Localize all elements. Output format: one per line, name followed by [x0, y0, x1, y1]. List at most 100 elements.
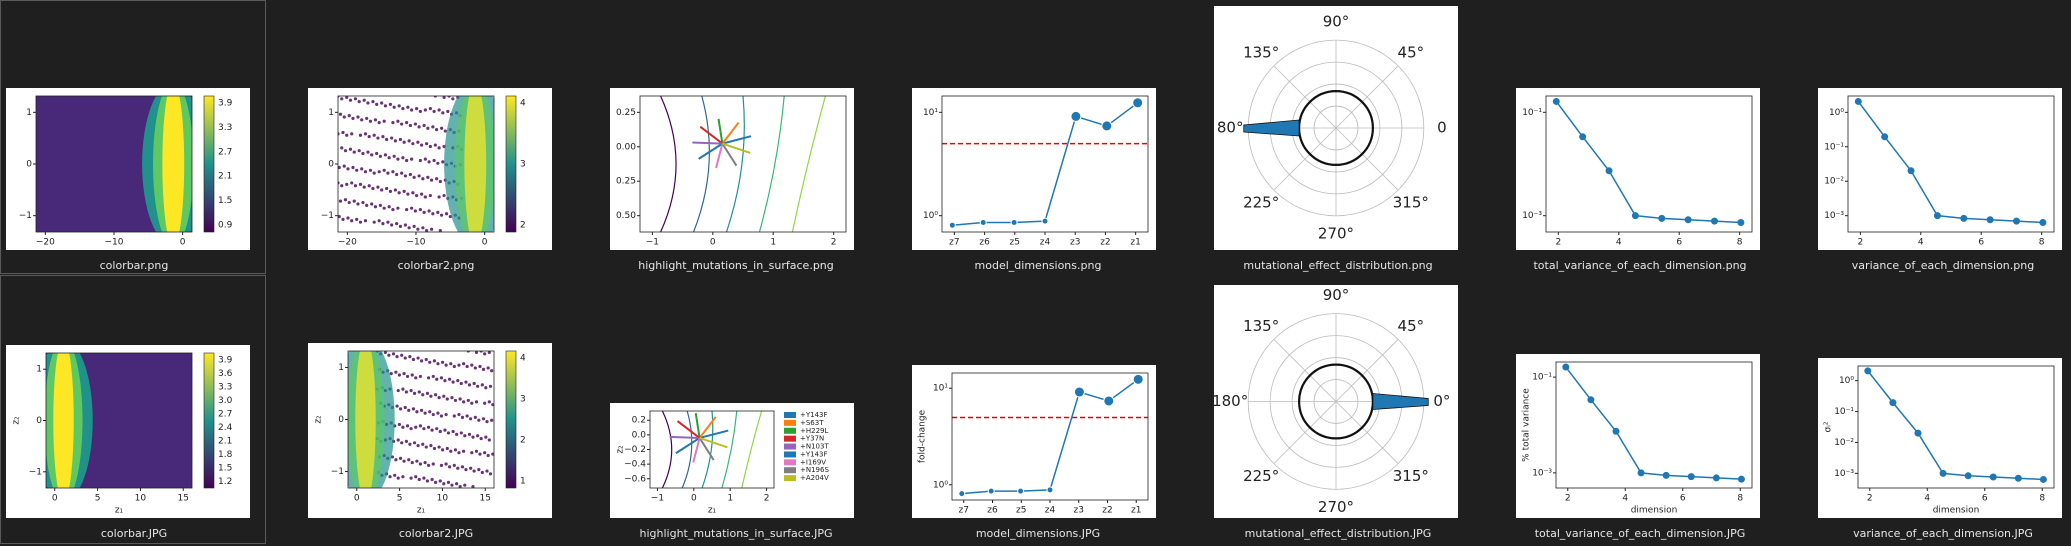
colorbar-label: 1.8 [218, 450, 233, 460]
scatter-dot [434, 177, 439, 181]
scatter-dot [474, 351, 479, 355]
scatter-dot [372, 133, 376, 137]
file-item[interactable]: total_variance_of_each_dimension.JPG 10⁻¹… [1516, 354, 1760, 540]
scatter-dot [368, 168, 373, 172]
scatter-dot [483, 451, 487, 455]
scatter-dot [462, 400, 466, 404]
file-item[interactable]: total_variance_of_each_dimension.png 10⁻¹… [1516, 88, 1760, 272]
scatter-dot [405, 121, 409, 125]
file-item[interactable]: colorbar2.png 1 0 −1 −20 −10 0 4 3 2 [308, 82, 552, 272]
scatter-dot [414, 425, 418, 429]
scatter-dot [463, 434, 467, 438]
file-name: variance_of_each_dimension.png [1852, 259, 2034, 272]
file-item[interactable]: mutational_effect_distribution.png 90° 45°… [1214, 6, 1458, 272]
x-tick-label: −10 [105, 238, 124, 248]
scatter-dot [397, 422, 401, 427]
scatter-dot [356, 202, 360, 206]
polar-histogram [1372, 393, 1429, 410]
scatter-dot [396, 438, 400, 442]
y-tick-label: 1 [328, 108, 334, 118]
scatter-dot [383, 351, 387, 355]
scatter-dot [442, 96, 446, 100]
scatter-dot [460, 415, 465, 419]
fold-point [987, 487, 995, 495]
scatter-dot [356, 115, 360, 119]
scatter-dot [423, 460, 427, 465]
scatter-dot [487, 400, 491, 404]
x-tick-label: 5 [397, 494, 403, 504]
file-item[interactable]: variance_of_each_dimension.png 10⁰ 10⁻¹ 10⁻… [1818, 88, 2062, 272]
file-item[interactable]: colorbar.png 1 0 −1 −20 −10 0 3.9 3.3 2.7 2.1 1.5 0.… [6, 82, 250, 272]
scatter-dot [415, 193, 419, 198]
scatter-dot [436, 411, 440, 415]
scatter-dot [372, 220, 376, 224]
scatter-dot [469, 417, 473, 421]
y-tick-label: 0 [328, 160, 334, 170]
scatter-dot [434, 128, 439, 132]
scatter-dot [434, 480, 438, 484]
polar-histogram [1243, 119, 1300, 137]
decay-point [1960, 214, 1968, 222]
decay-point [1631, 212, 1639, 220]
scatter-dot [403, 405, 407, 410]
scatter-dot [425, 142, 429, 146]
y-tick-label: −0.2 [624, 445, 646, 455]
scatter-dot [408, 172, 412, 177]
scatter-dot [430, 227, 434, 231]
polar-spoke [1335, 65, 1399, 129]
x-tick-label: −20 [338, 238, 357, 248]
contour-line [693, 96, 710, 232]
file-item[interactable]: model_dimensions.png 10¹ 10⁰ z7 z6 z5 z4 z3 z2 z1 [912, 88, 1156, 272]
scatter-dot [345, 133, 349, 137]
scatter-dot [346, 216, 350, 220]
file-name: colorbar2.png [398, 259, 475, 272]
scatter-dot [452, 364, 456, 369]
scatter-dot [358, 220, 363, 224]
scatter-dot [460, 465, 465, 469]
file-item[interactable]: highlight_mutations_in_surface.png 0.25 0.… [610, 88, 854, 272]
file-item[interactable]: mutational_effect_distribution.JPG 90° 45°… [1212, 285, 1458, 540]
scatter-dot [448, 377, 452, 381]
scatter-dot [474, 400, 479, 404]
x-tick-label: 4 [1616, 238, 1622, 248]
y-tick-label: 0.25 [616, 177, 636, 187]
scatter-dot [338, 214, 341, 219]
scatter-dot [456, 379, 460, 383]
scatter-dot [376, 136, 380, 140]
colorbar-label: 2.1 [218, 172, 232, 182]
mutation-arrow [669, 435, 700, 439]
scatter-dot [402, 189, 406, 193]
scatter-dot [394, 370, 398, 374]
legend-swatch [784, 467, 796, 474]
y-tick-label: 10¹ [923, 108, 938, 118]
scatter-dot [416, 356, 420, 360]
decay-point [1637, 469, 1645, 477]
x-tick-label: −10 [407, 238, 426, 248]
legend-label: +N103T [800, 443, 829, 451]
decay-point [2013, 217, 2021, 225]
scatter-dot [410, 157, 414, 161]
colorbar-label: 3 [520, 394, 526, 404]
y-tick-label: 0 [36, 416, 42, 426]
scatter-dot [385, 186, 389, 191]
scatter-dot [390, 223, 394, 227]
scatter-dot [396, 206, 400, 210]
scatter-dot [428, 107, 432, 111]
file-item[interactable]: variance_of_each_dimension.JPG 10⁰ 10⁻¹ 10⁻… [1818, 358, 2062, 540]
y-tick-label: 10⁻¹ [1522, 108, 1542, 118]
file-item[interactable]: highlight_mutations_in_surface.JPG 0.2 0.0… [610, 403, 854, 540]
scatter-dot [453, 448, 458, 452]
scatter-dot [387, 353, 391, 357]
scatter-dot [381, 135, 385, 139]
scatter-dot [402, 371, 406, 376]
scatter-dot [464, 380, 468, 384]
scatter-dot [472, 381, 476, 386]
y-axis-label: fold-change [918, 409, 928, 463]
file-item[interactable]: model_dimensions.JPG 10¹ 10⁰ z7 z6 z5 z4 z3 z2 z1… [912, 365, 1156, 540]
scatter-dot [442, 193, 446, 198]
scatter-dot [470, 451, 474, 455]
decay-point [1907, 167, 1915, 175]
legend-swatch [784, 419, 796, 426]
